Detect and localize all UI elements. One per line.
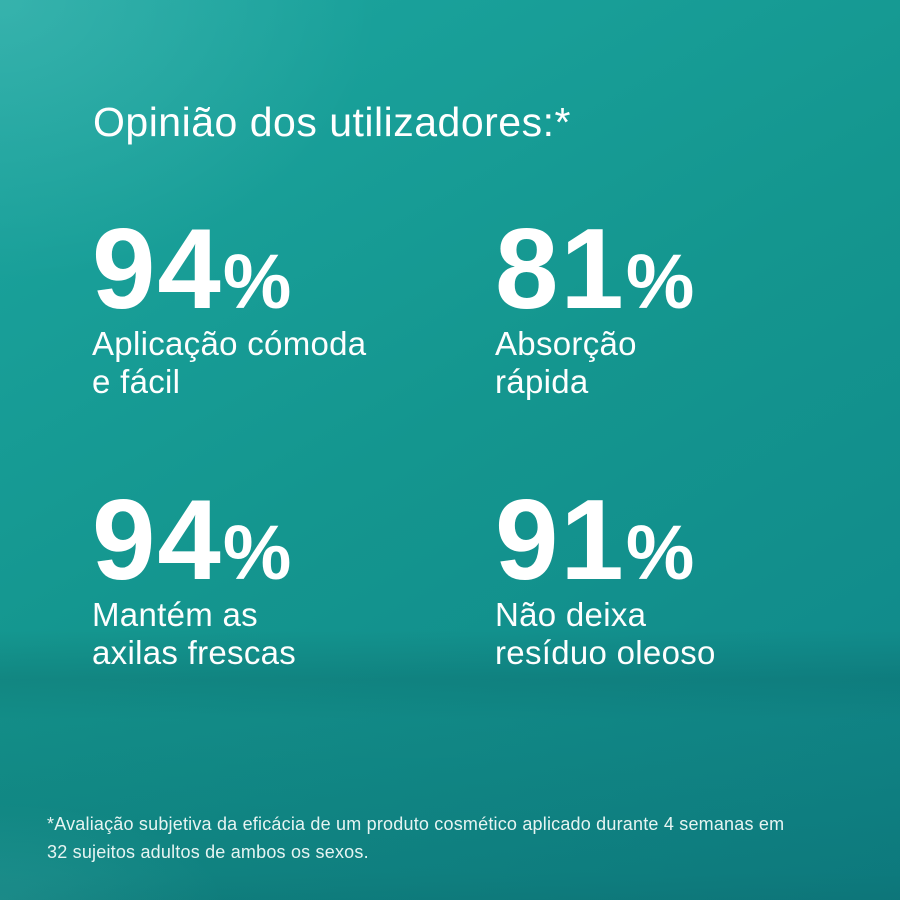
footnote: *Avaliação subjetiva da eficácia de um p…: [47, 810, 877, 866]
stat-label-line-1: Aplicação cómoda: [92, 325, 367, 363]
percent-sign: %: [222, 239, 292, 325]
stat-number: 81: [495, 206, 626, 333]
stat-card: 94% Mantém as axilas frescas: [92, 484, 492, 672]
stat-value: 91%: [495, 484, 895, 598]
stat-number: 94: [92, 477, 223, 604]
footnote-line-2: 32 sujeitos adultos de ambos os sexos.: [47, 842, 369, 862]
stat-value: 94%: [92, 484, 492, 598]
stat-card: 81% Absorção rápida: [495, 213, 895, 401]
stat-label: Aplicação cómoda e fácil: [92, 325, 492, 401]
stat-number: 94: [92, 206, 223, 333]
stat-number: 91: [495, 477, 626, 604]
stat-label-line-1: Mantém as: [92, 596, 258, 634]
stat-label: Não deixa resíduo oleoso: [495, 596, 895, 672]
stat-card: 94% Aplicação cómoda e fácil: [92, 213, 492, 401]
stat-label-line-2: resíduo oleoso: [495, 634, 716, 672]
stat-value: 94%: [92, 213, 492, 327]
percent-sign: %: [625, 239, 695, 325]
footnote-line-1: *Avaliação subjetiva da eficácia de um p…: [47, 814, 785, 834]
stat-label-line-1: Não deixa: [495, 596, 647, 634]
stat-label: Absorção rápida: [495, 325, 895, 401]
stat-card: 91% Não deixa resíduo oleoso: [495, 484, 895, 672]
stat-label-line-2: e fácil: [92, 363, 181, 401]
percent-sign: %: [625, 510, 695, 596]
stat-label-line-2: axilas frescas: [92, 634, 297, 672]
stat-value: 81%: [495, 213, 895, 327]
stat-label-line-1: Absorção: [495, 325, 637, 363]
stat-label-line-2: rápida: [495, 363, 589, 401]
percent-sign: %: [222, 510, 292, 596]
page-title: Opinião dos utilizadores:*: [93, 99, 571, 145]
stat-label: Mantém as axilas frescas: [92, 596, 492, 672]
